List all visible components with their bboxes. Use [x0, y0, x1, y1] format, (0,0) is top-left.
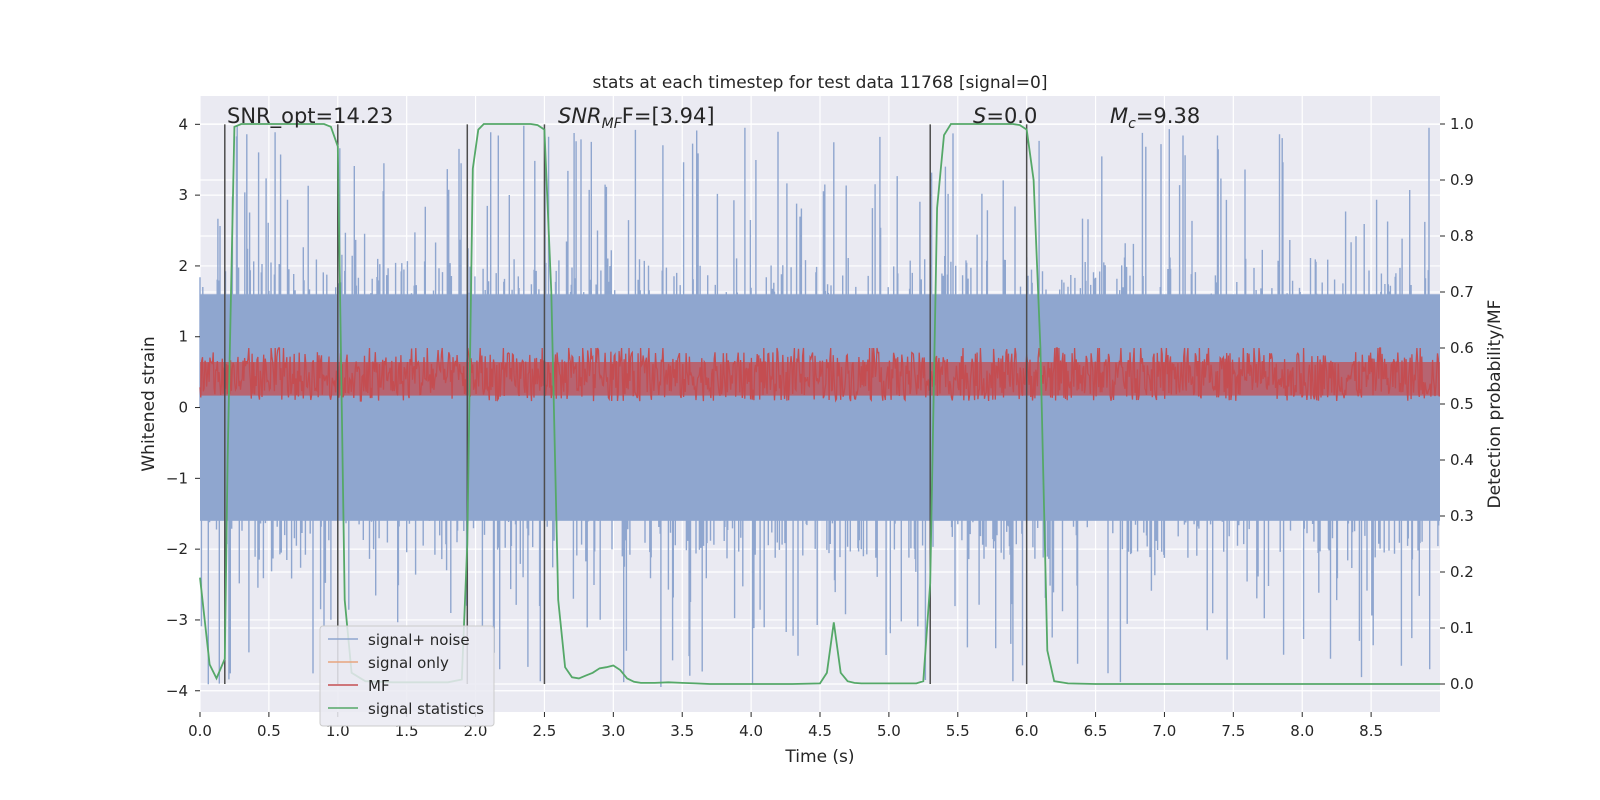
- noise-layer: [199, 125, 1440, 687]
- vertical-lines: [224, 124, 1028, 684]
- y-tick-label-right: 0.2: [1450, 563, 1474, 581]
- x-tick-label: 4.0: [739, 722, 763, 740]
- annotation-s-rest: =0.0: [986, 104, 1037, 128]
- annotation-snr-mf: SNRMFF=[3.94]: [558, 104, 715, 132]
- y-tick-label-left: 2: [178, 257, 188, 275]
- y-tick-label-right: 0.9: [1450, 171, 1474, 189]
- y-tick-label-right: 0.8: [1450, 227, 1474, 245]
- ticks: 0.0 0.5 1.0 1.5 2.0 2.5 3.0 3.5 4.0 4.5 5.0 5.5 6.0 6…: [166, 115, 1474, 740]
- y-axis-label-right: Detection probability/MF: [1485, 300, 1505, 509]
- x-tick-label: 7.5: [1221, 722, 1245, 740]
- legend-label-signal-only: signal only: [368, 654, 449, 672]
- y-tick-label-right: 0.4: [1450, 451, 1474, 469]
- x-tick-label: 7.0: [1153, 722, 1177, 740]
- x-tick-label: 0.5: [257, 722, 281, 740]
- annotation-mc: Mc=9.38: [1110, 104, 1200, 132]
- y-tick-label-right: 0.5: [1450, 395, 1474, 413]
- y-tick-label-right: 0.3: [1450, 507, 1474, 525]
- legend-label-mf: MF: [368, 677, 390, 695]
- y-tick-label-right: 0.6: [1450, 339, 1474, 357]
- x-tick-label: 3.0: [601, 722, 625, 740]
- y-tick-label-right: 0.0: [1450, 675, 1474, 693]
- series-signal-statistics-line: [199, 123, 1440, 685]
- x-tick-label: 5.5: [946, 722, 970, 740]
- x-tick-label: 0.0: [188, 722, 212, 740]
- x-tick-label: 4.5: [808, 722, 832, 740]
- series-mf-band: [200, 362, 1440, 396]
- y-tick-label-right: 0.1: [1450, 619, 1474, 637]
- y-tick-label-left: 1: [178, 328, 188, 346]
- stat-layer: [199, 123, 1440, 685]
- y-tick-label-left: 4: [178, 115, 188, 133]
- y-tick-label-right: 0.7: [1450, 283, 1474, 301]
- annotation-s-main: S: [973, 104, 986, 128]
- y-tick-label-left: 3: [178, 186, 188, 204]
- annotation-s: S=0.0: [973, 104, 1037, 128]
- mf-layer: [199, 347, 1440, 403]
- x-tick-label: 3.5: [670, 722, 694, 740]
- chart-title: stats at each timestep for test data 117…: [593, 73, 1048, 93]
- x-tick-label: 2.5: [533, 722, 557, 740]
- legend-label-signal-statistics: signal statistics: [368, 700, 484, 718]
- y-tick-label-left: −1: [166, 469, 188, 487]
- x-tick-label: 6.5: [1084, 722, 1108, 740]
- x-tick-label: 8.5: [1359, 722, 1383, 740]
- y-tick-label-left: −2: [166, 540, 188, 558]
- x-axis-label: Time (s): [784, 747, 854, 767]
- y-tick-label-left: 0: [178, 399, 188, 417]
- x-tick-label: 6.0: [1015, 722, 1039, 740]
- legend-label-signal-noise: signal+ noise: [368, 631, 470, 649]
- annotation-snr-mf-rest: F=[3.94]: [622, 104, 715, 128]
- annotation-snr-mf-sub: MF: [602, 116, 623, 132]
- y-tick-label-left: −4: [166, 682, 188, 700]
- x-tick-label: 5.0: [877, 722, 901, 740]
- y-axis-label-left: Whitened strain: [139, 336, 159, 471]
- annotation-snr-mf-main: SNR: [558, 104, 602, 128]
- x-tick-label: 8.0: [1290, 722, 1314, 740]
- legend: signal+ noise signal only MF signal stat…: [319, 625, 495, 727]
- annotation-mc-sub: c: [1128, 116, 1136, 132]
- annotation-snr-opt: SNR_opt=14.23: [227, 104, 393, 129]
- y-tick-label-left: −3: [166, 611, 188, 629]
- legend-box: [319, 625, 495, 727]
- series-signal-noise-core: [200, 294, 1440, 521]
- y-tick-label-right: 1.0: [1450, 115, 1474, 133]
- annotation-mc-main: M: [1110, 104, 1128, 128]
- annotation-mc-rest: =9.38: [1136, 104, 1200, 128]
